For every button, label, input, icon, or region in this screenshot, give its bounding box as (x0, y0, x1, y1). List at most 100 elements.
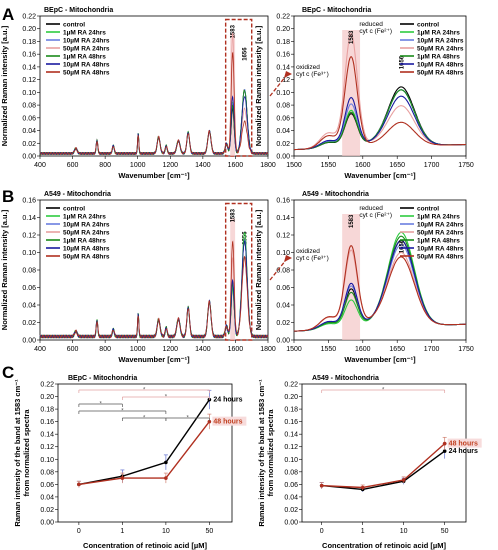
x-tick-label: 0 (77, 528, 81, 535)
y-tick-label: 0.12 (276, 233, 290, 240)
plot-frame (293, 15, 467, 157)
y-tick-label: 0.02 (22, 141, 36, 148)
legend-entry: 50µM RA 48hrs (417, 70, 464, 77)
significance-star: * (186, 416, 189, 422)
legend-entry: 10µM RA 48hrs (63, 246, 110, 253)
x-tick-label: 1400 (195, 346, 211, 353)
y-tick-label: 0.22 (40, 382, 54, 389)
y-tick-label: 0.00 (276, 338, 290, 345)
y-tick-label: 0.12 (276, 77, 290, 84)
x-tick-label: 1800 (260, 162, 276, 169)
x-tick-label: 1200 (162, 162, 178, 169)
y-tick-label: 0.04 (22, 303, 36, 310)
y-tick-label: 0.02 (22, 320, 36, 327)
zoom-region-box (224, 18, 253, 157)
chart-title: BEpC - Mitochondria (302, 7, 371, 14)
data-point (120, 476, 125, 480)
y-tick-label: 0.04 (40, 494, 54, 501)
data-point (164, 476, 168, 480)
data-point (442, 449, 447, 453)
legend-entry: 1µM RA 24hrs (417, 30, 460, 37)
chart-title: BEpC - Mitochondria (44, 7, 113, 14)
zoom-arrowhead (284, 255, 292, 262)
y-tick-label: 0.16 (276, 198, 290, 205)
chart-B-left: 0.00 0.02 0.04 0.06 0.08 0.10 0.12 0.14 0.16 400 6… (0, 191, 276, 364)
y-tick-label: 0.06 (22, 285, 36, 292)
x-tick-label: 1600 (355, 346, 371, 353)
y-tick-label: 0.10 (276, 90, 290, 97)
annotation-oxidized-cyt: cyt c (Fe³⁺) (296, 255, 329, 262)
plot-frame (57, 383, 233, 523)
x-tick-label: 800 (99, 346, 111, 353)
y-tick-label: 0.06 (276, 115, 290, 122)
y-tick-label: 0.02 (284, 507, 298, 514)
significance-star: * (143, 388, 146, 394)
chart-C-left: 0.00 0.02 0.04 0.06 0.08 0.10 0.12 0.14 0.16 0.18… (13, 375, 247, 550)
legend-entry: 50µM RA 24hrs (63, 46, 110, 53)
x-tick-label: 50 (441, 528, 449, 535)
band-label-1656: 1656 (399, 239, 405, 253)
y-axis-label: Raman intensity of the band at 1583 cm⁻¹ (257, 379, 266, 527)
y-tick-label: 0.16 (40, 419, 54, 426)
band-label-1583: 1583 (231, 24, 237, 38)
significance-star: * (382, 388, 385, 394)
zoom-arrowhead (284, 71, 292, 78)
chart-title: A549 - Mitochondria (312, 375, 379, 382)
x-tick-label: 1 (120, 528, 124, 535)
y-tick-label: 0.14 (22, 215, 36, 222)
panel-letter-b: B (2, 187, 14, 206)
y-tick-label: 0.22 (22, 14, 36, 21)
series-label: 24 hours (449, 448, 478, 455)
legend-entry: 10µM RA 48hrs (417, 246, 464, 253)
legend-entry: 50µM RA 24hrs (417, 46, 464, 53)
legend-entry: 50µM RA 48hrs (63, 254, 110, 261)
data-point (77, 482, 81, 487)
annotation-reduced-cyt: cyt c (Fe²⁺) (359, 28, 392, 35)
zoom-arrows (269, 71, 292, 281)
x-tick-label: 1400 (195, 162, 211, 169)
x-axis-label: Concentration of retinoic acid [µM] (322, 541, 446, 550)
legend-entry: 50µM RA 24hrs (63, 230, 110, 237)
x-tick-label: 1700 (424, 162, 440, 169)
panel-letter-c: C (2, 363, 14, 382)
x-tick-label: 1200 (162, 346, 178, 353)
annotation-reduced-cyt: cyt c (Fe²⁺) (359, 212, 392, 219)
y-tick-label: 0.06 (22, 115, 36, 122)
x-tick-label: 10 (400, 528, 408, 535)
legend-entry: control (63, 206, 85, 213)
series-label-bg (447, 438, 482, 448)
y-tick-label: 0.06 (284, 482, 298, 489)
series-line (321, 450, 446, 491)
chart-title: BEpC - Mitochondria (68, 375, 137, 382)
band-label-1583: 1583 (231, 208, 237, 222)
y-tick-label: 0.12 (22, 233, 36, 240)
y-axis-label: Normalized Raman intensity [a.u.] (254, 209, 263, 330)
chart-title: A549 - Mitochondria (44, 191, 111, 198)
legend-entry: 50µM RA 24hrs (417, 230, 464, 237)
legend-entry: 10µM RA 24hrs (417, 38, 464, 45)
y-tick-label: 0.18 (22, 39, 36, 46)
legend-entry: 1µM RA 48hrs (63, 238, 106, 245)
x-tick-label: 1000 (130, 346, 146, 353)
y-tick-label: 0.08 (276, 268, 290, 275)
y-tick-label: 0.04 (22, 128, 36, 135)
x-tick-label: 1750 (458, 162, 474, 169)
y-tick-label: 0.04 (276, 303, 290, 310)
series-label: 48 hours (213, 419, 242, 426)
x-tick-label: 400 (34, 162, 46, 169)
chart-B-right: 0.00 0.02 0.04 0.06 0.08 0.10 0.12 0.14 0.16 1500… (254, 191, 474, 364)
x-tick-label: 1650 (389, 346, 405, 353)
zoom-arrow (269, 75, 287, 97)
y-tick-label: 0.18 (40, 407, 54, 414)
x-axis-label: Concentration of retinoic acid [µM] (83, 541, 207, 550)
y-tick-label: 0.08 (22, 268, 36, 275)
y-tick-label: 0.20 (40, 394, 54, 401)
y-tick-label: 0.06 (40, 482, 54, 489)
chart-A-left: 0.00 0.02 0.04 0.06 0.08 0.10 0.12 0.14 0.16 0.18… (0, 7, 276, 180)
annotation-oxidized: oxidized (296, 64, 320, 71)
legend-entry: 10µM RA 48hrs (63, 62, 110, 69)
y-tick-label: 0.12 (284, 444, 298, 451)
band-highlight-1583 (230, 34, 236, 157)
y-tick-label: 0.12 (40, 444, 54, 451)
x-axis-label: Wavenumber [cm⁻¹] (344, 355, 416, 364)
